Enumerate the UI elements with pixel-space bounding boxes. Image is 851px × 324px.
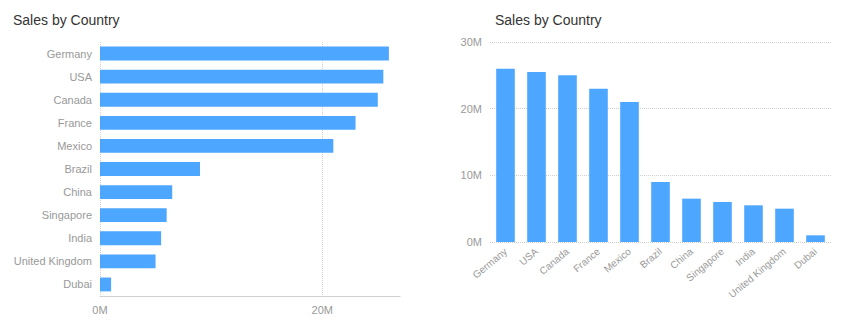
svg-text:India: India [68,232,93,244]
svg-text:France: France [571,246,602,275]
svg-text:China: China [63,186,93,198]
svg-text:20M: 20M [312,304,333,316]
svg-text:0M: 0M [467,236,482,248]
svg-text:United Kingdom: United Kingdom [726,246,788,300]
svg-text:Brazil: Brazil [64,163,92,175]
svg-text:Singapore: Singapore [42,209,92,221]
svg-text:United Kingdom: United Kingdom [14,255,92,267]
svg-text:Singapore: Singapore [684,246,726,284]
svg-text:Mexico: Mexico [57,140,92,152]
svg-text:Germany: Germany [470,246,509,281]
svg-text:Brazil: Brazil [638,246,664,271]
svg-text:Sales by Country: Sales by Country [13,12,120,28]
svg-text:Canada: Canada [53,94,92,106]
svg-text:30M: 30M [461,36,482,48]
svg-text:Sales by Country: Sales by Country [495,12,602,28]
svg-text:France: France [58,117,92,129]
svg-text:Dubai: Dubai [63,278,92,290]
svg-text:10M: 10M [461,169,482,181]
svg-text:USA: USA [517,246,540,268]
svg-text:India: India [733,246,757,269]
svg-text:20M: 20M [461,103,482,115]
svg-text:Canada: Canada [537,246,571,277]
svg-text:Germany: Germany [47,48,93,60]
svg-text:Dubai: Dubai [792,246,819,271]
svg-text:0M: 0M [92,304,107,316]
svg-text:Mexico: Mexico [602,246,634,275]
svg-text:China: China [668,246,695,272]
svg-text:USA: USA [69,71,92,83]
